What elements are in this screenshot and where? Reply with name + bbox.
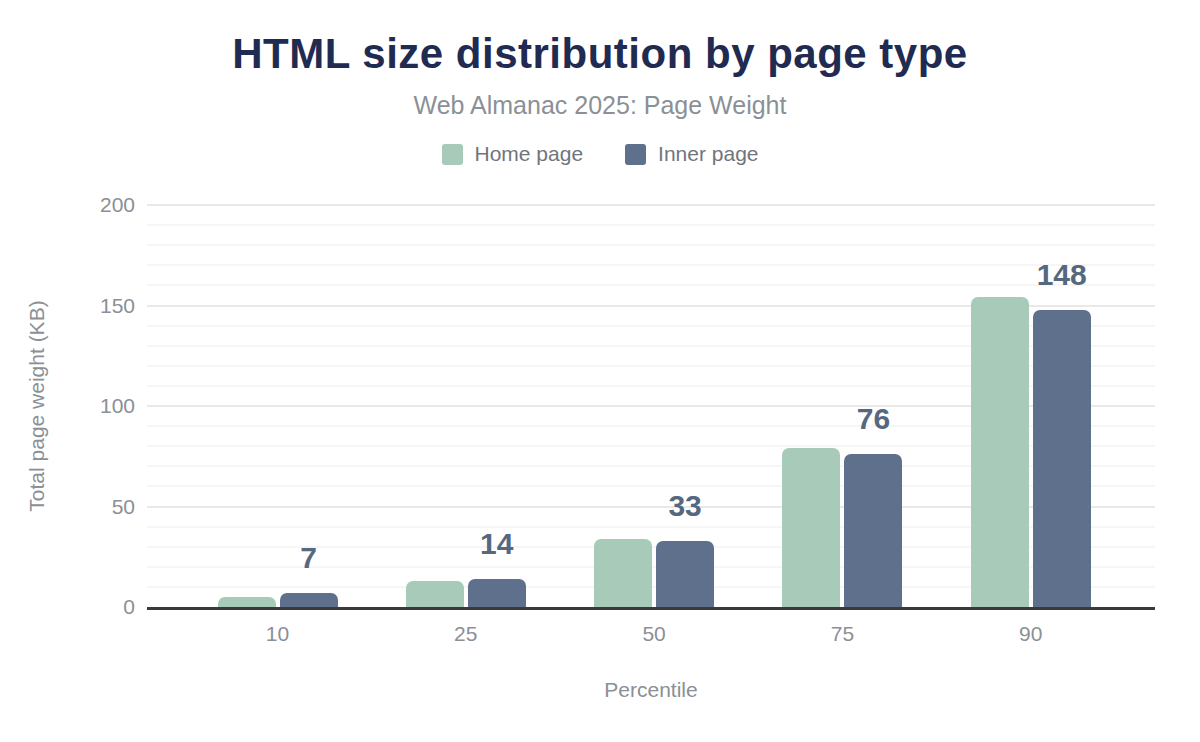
gridline-180 bbox=[147, 244, 1155, 246]
data-label-p10: 7 bbox=[239, 541, 379, 575]
legend-swatch-home-page bbox=[442, 144, 463, 165]
legend-item-inner-page: Inner page bbox=[625, 142, 758, 166]
legend-item-home-page: Home page bbox=[442, 142, 584, 166]
bar-home-page-p10[interactable] bbox=[218, 597, 276, 607]
data-label-p75: 76 bbox=[803, 402, 943, 436]
data-label-p25: 14 bbox=[427, 527, 567, 561]
y-tick-100: 100 bbox=[75, 394, 135, 418]
bar-inner-page-p90[interactable] bbox=[1033, 310, 1091, 607]
legend-label: Home page bbox=[475, 142, 584, 166]
chart-subtitle: Web Almanac 2025: Page Weight bbox=[0, 91, 1200, 120]
legend-swatch-inner-page bbox=[625, 144, 646, 165]
y-tick-150: 150 bbox=[75, 294, 135, 318]
bar-inner-page-p25[interactable] bbox=[468, 579, 526, 607]
chart-page: HTML size distribution by page type Web … bbox=[0, 0, 1200, 742]
bar-inner-page-p10[interactable] bbox=[280, 593, 338, 607]
chart-title: HTML size distribution by page type bbox=[0, 30, 1200, 78]
x-tick-10: 10 bbox=[233, 622, 323, 646]
bar-inner-page-p50[interactable] bbox=[656, 541, 714, 607]
bar-home-page-p25[interactable] bbox=[406, 581, 464, 607]
x-tick-50: 50 bbox=[609, 622, 699, 646]
plot-area: 7 14 33 76 148 bbox=[147, 205, 1155, 610]
legend-label: Inner page bbox=[658, 142, 758, 166]
y-tick-200: 200 bbox=[75, 193, 135, 217]
bar-home-page-p75[interactable] bbox=[782, 448, 840, 607]
y-axis-title: Total page weight (KB) bbox=[25, 276, 51, 536]
y-tick-50: 50 bbox=[75, 495, 135, 519]
gridline-190 bbox=[147, 224, 1155, 226]
x-tick-90: 90 bbox=[986, 622, 1076, 646]
gridline-200 bbox=[147, 204, 1155, 206]
data-label-p50: 33 bbox=[615, 489, 755, 523]
bar-home-page-p50[interactable] bbox=[594, 539, 652, 607]
y-tick-0: 0 bbox=[75, 595, 135, 619]
x-tick-25: 25 bbox=[421, 622, 511, 646]
x-axis-title: Percentile bbox=[147, 678, 1155, 702]
x-tick-75: 75 bbox=[797, 622, 887, 646]
data-label-p90: 148 bbox=[992, 258, 1132, 292]
legend: Home page Inner page bbox=[0, 142, 1200, 166]
bar-home-page-p90[interactable] bbox=[971, 297, 1029, 607]
bar-inner-page-p75[interactable] bbox=[844, 454, 902, 607]
